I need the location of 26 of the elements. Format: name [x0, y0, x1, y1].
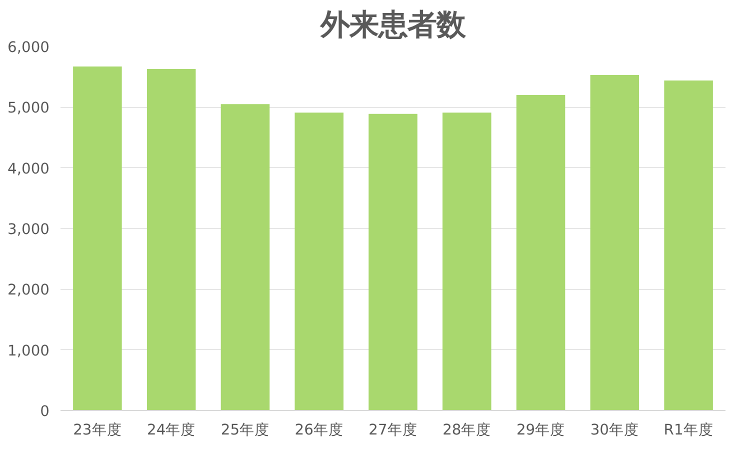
x-tick-label: 25年度 — [220, 422, 270, 438]
bar — [146, 68, 196, 410]
x-tick-label: 28年度 — [442, 422, 492, 438]
x-tick-label: 27年度 — [368, 422, 418, 438]
bar — [73, 66, 122, 410]
y-tick-label: 5,000 — [8, 100, 50, 117]
y-tick-label: 3,000 — [8, 221, 50, 238]
y-tick-label: 6,000 — [8, 39, 50, 56]
x-tick-label: 23年度 — [73, 422, 122, 438]
bar — [516, 95, 566, 410]
bar — [442, 112, 492, 410]
chart-title: 外来患者数 — [320, 8, 466, 42]
y-tick-label: 4,000 — [8, 160, 50, 178]
x-tick-label: 29年度 — [516, 422, 566, 438]
bar — [220, 104, 270, 410]
y-tick-label: 2,000 — [8, 282, 50, 299]
x-tick-label: 26年度 — [294, 422, 344, 438]
x-tick-label: 30年度 — [590, 422, 639, 438]
bar — [368, 114, 418, 410]
x-tick-label: 24年度 — [147, 422, 196, 438]
x-tick-label: R1年度 — [664, 422, 714, 438]
y-tick-label: 0 — [40, 403, 50, 420]
bar — [664, 80, 713, 410]
bar — [590, 75, 640, 410]
bar — [294, 112, 344, 410]
y-tick-label: 1,000 — [8, 342, 50, 360]
